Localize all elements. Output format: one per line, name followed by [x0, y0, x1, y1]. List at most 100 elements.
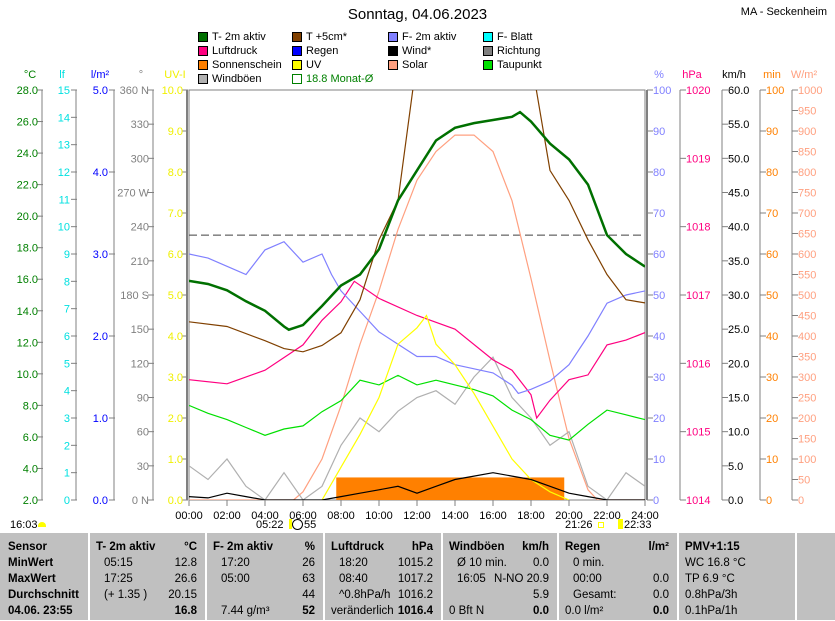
legend-label: Windböen — [212, 73, 262, 85]
axis-tick-label: 1015 — [686, 427, 710, 439]
axis-tick-label: 20 — [766, 413, 778, 425]
sunset-icon — [598, 522, 604, 528]
axis-tick-label: 210 — [131, 256, 149, 268]
axis-tick-label: 25.0 — [728, 324, 749, 336]
stats-cell-label: 0.0 l/m² — [565, 605, 604, 617]
axis-tick-label: 90 — [137, 393, 149, 405]
axis-tick-label: 100 — [653, 85, 671, 97]
legend-label: Wind* — [402, 45, 432, 57]
axis-tick-label: 300 — [131, 153, 149, 165]
axis-tick-label: 300 — [798, 372, 816, 384]
stats-cell-label: F- 2m aktiv — [213, 541, 274, 553]
axis-tick-label: 60 — [653, 249, 665, 261]
x-tick-label: 14:00 — [441, 510, 469, 522]
axis-tick-label: 45.0 — [728, 188, 749, 200]
axis-dir: ° 360 N 330 300 270 W 240 210 180 S 150 120 90 60 30… — [117, 69, 154, 507]
axis-tick-label: 250 — [798, 393, 816, 405]
axis-tick-label: 1018 — [686, 222, 710, 234]
stats-cell-value: °C — [184, 541, 197, 553]
stats-cell-label: ^0.8hPa/h — [339, 589, 391, 601]
axis-tick-label: 3 — [64, 413, 70, 425]
label-current: 04.06. 23:55 — [8, 605, 73, 617]
stats-cell-label: Gesamt: — [573, 589, 617, 601]
legend-label: T- 2m aktiv — [212, 31, 266, 43]
axis-temp: °C 28.0 26.0 24.0 22.0 20.0 18.0 16.0 14.0 12.0 10… — [17, 69, 43, 507]
moonset-icon — [618, 519, 623, 529]
axis-tick-label: 8.0 — [23, 400, 38, 412]
series-taupunkt — [189, 374, 645, 441]
sunrise-icon — [289, 519, 292, 529]
stats-cell-label: 00:00 — [573, 573, 602, 585]
axis-tick-label: 1.0 — [93, 413, 108, 425]
legend-item: 18.8 Monat-Ø — [292, 73, 373, 85]
axis-tick-label: 7 — [64, 304, 70, 316]
axis-tick-label: 12 — [58, 167, 70, 179]
station-name: MA - Seckenheim — [740, 6, 827, 18]
legend-swatch — [388, 60, 398, 70]
axis-tick-label: 24.0 — [17, 148, 38, 160]
axis-tick-label: 120 — [131, 358, 149, 370]
axis-tick-label: 2.0 — [23, 495, 38, 507]
x-tick-label: 20:00 — [555, 510, 583, 522]
legend-label: Sonnenschein — [212, 59, 282, 71]
pmv-tp: TP 6.9 °C — [685, 573, 735, 585]
axis-tick-label: 16.0 — [17, 274, 38, 286]
axis-tick-label: 6.0 — [23, 432, 38, 444]
axis-wind: km/h 60.0 55.0 50.0 45.0 40.0 35.0 30.0 25.0 20.0… — [721, 69, 749, 507]
axis-tick-label: 3.0 — [93, 249, 108, 261]
axis-tick-label: 30.0 — [728, 290, 749, 302]
axis-tick-label: 40.0 — [728, 222, 749, 234]
axis-tick-label: 10.0 — [728, 427, 749, 439]
axis-tick-label: 180 S — [120, 290, 149, 302]
axis-tick-label: 360 N — [120, 85, 149, 97]
stats-table: Sensor MinWert MaxWert Durchschnitt 04.0… — [0, 533, 835, 620]
axis-tick-label: 90 — [653, 126, 665, 138]
axis-tick-label: 100 — [766, 85, 784, 97]
axis-tick-label: 30 — [653, 372, 665, 384]
pmv-wc: WC 16.8 °C — [685, 557, 746, 569]
label-sensor: Sensor — [8, 541, 47, 553]
axis-unit-label: km/h — [722, 69, 746, 81]
legend-item: Solar — [388, 59, 428, 71]
stats-cell-label: 7.44 g/m³ — [221, 605, 270, 617]
x-tick-label: 00:00 — [175, 510, 203, 522]
axis-tick-label: 450 — [798, 311, 816, 323]
stats-cell-value: 0.0 — [533, 605, 549, 617]
stats-cell-label: 05:15 — [104, 557, 133, 569]
axis-tick-label: 1000 — [798, 85, 822, 97]
stats-column: Luftdruck hPa 18:20 1015.2 08:40 1017.2 ^0.8hP… — [323, 533, 441, 620]
legend-item: Regen — [292, 45, 338, 57]
axis-tick-label: 14 — [58, 112, 70, 124]
axis-tick-label: 350 — [798, 352, 816, 364]
axis-tick-label: 0.0 — [93, 495, 108, 507]
axis-tick-label: 60 — [137, 427, 149, 439]
empty-column — [795, 533, 835, 620]
stats-cell-value: 1015.2 — [397, 557, 433, 569]
axis-tick-label: 0 — [64, 495, 70, 507]
axis-tick-label: 0.0 — [168, 495, 183, 507]
stats-column: T- 2m aktiv °C 05:15 12.8 17:25 26.6 (+ 1.35 )… — [88, 533, 205, 620]
axis-tick-label: 950 — [798, 106, 816, 118]
axis-tick-label: 55.0 — [728, 119, 749, 131]
axis-unit-label: W/m² — [791, 69, 818, 81]
sunrise-time: 05:22 — [256, 519, 284, 531]
stats-cell-label: (+ 1.35 ) — [104, 589, 148, 601]
moonset-time: 22:33 — [624, 519, 652, 531]
axis-tick-label: 850 — [798, 147, 816, 159]
axis-unit-label: hPa — [682, 69, 702, 81]
legend-item: T- 2m aktiv — [198, 31, 266, 43]
legend-swatch — [198, 46, 208, 56]
stats-cell-label: 16:05 — [457, 573, 486, 585]
axis-tick-label: 0 N — [132, 495, 149, 507]
axis-unit-label: UV-I — [164, 69, 185, 81]
stats-cell-value: 1016.4 — [397, 605, 433, 617]
astro-left-time: 16:03 — [10, 519, 38, 531]
axis-tick-label: 2.0 — [168, 413, 183, 425]
moon-time: 55 — [304, 519, 317, 531]
axis-tick-label: 15 — [58, 85, 70, 97]
axis-tick-label: 40 — [653, 331, 665, 343]
axis-tick-label: 10 — [653, 454, 665, 466]
axis-tick-label: 9.0 — [168, 126, 183, 138]
axis-tick-label: 8 — [64, 276, 70, 288]
